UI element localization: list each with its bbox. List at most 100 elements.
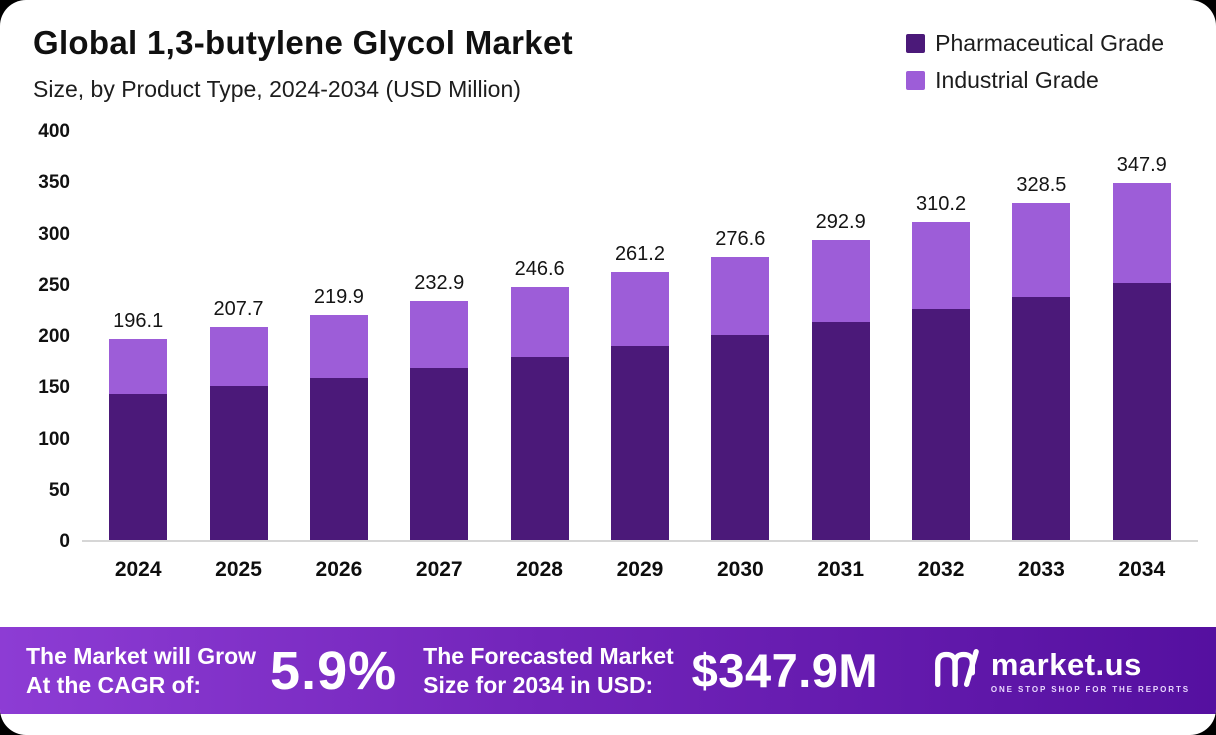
bar-segment-industrial — [510, 287, 569, 358]
bar-total-label: 310.2 — [916, 193, 967, 216]
bar-total-label: 347.9 — [1116, 154, 1167, 177]
bar-total-label: 246.6 — [514, 258, 565, 281]
x-axis-label: 2030 — [716, 558, 764, 581]
cagr-value: 5.9% — [270, 640, 398, 701]
bar-total-label: 276.6 — [715, 227, 766, 250]
cagr-caption: The Market will Grow At the CAGR of: — [26, 642, 256, 700]
x-axis-label: 2024 — [114, 558, 162, 581]
marketus-logo: market.us ONE STOP SHOP FOR THE REPORTS — [931, 646, 1190, 695]
x-axis-label: 2032 — [917, 558, 965, 581]
x-axis-label: 2026 — [315, 558, 363, 581]
bar-stack — [510, 287, 569, 540]
bar-segment-pharmaceutical — [109, 394, 168, 540]
x-axis-label: 2033 — [1018, 558, 1065, 581]
x-axis-label: 2025 — [215, 558, 262, 581]
chart-subtitle: Size, by Product Type, 2024-2034 (USD Mi… — [33, 76, 521, 102]
bar-column: 276.6 — [690, 132, 790, 540]
bar-total-label: 232.9 — [414, 272, 465, 295]
x-axis: 2024 2025 2026 2027 2028 2029 2030 2031 2032 2033… — [82, 558, 1198, 582]
bar-stack — [711, 256, 770, 540]
y-axis-tick-label: 100 — [38, 428, 70, 450]
cagr-banner: The Market will Grow At the CAGR of: 5.9… — [0, 627, 1216, 714]
x-axis-label: 2029 — [616, 558, 664, 581]
bar-total-label: 261.2 — [614, 243, 665, 266]
legend-swatch-pharmaceutical — [906, 34, 926, 53]
bar-column: 232.9 — [389, 132, 489, 540]
cagr-caption-line2: At the CAGR of: — [26, 671, 202, 698]
bar-segment-industrial — [309, 314, 368, 378]
legend-label: Industrial Grade — [935, 67, 1099, 93]
y-axis-tick-label: 250 — [38, 274, 70, 296]
bar-column: 292.9 — [791, 132, 891, 540]
bar-segment-pharmaceutical — [610, 345, 669, 540]
legend-label: Pharmaceutical Grade — [935, 30, 1164, 56]
chart-legend: Pharmaceutical Grade Industrial Grade — [906, 30, 1164, 94]
bar-column: 328.5 — [991, 132, 1091, 540]
bar-column: 219.9 — [289, 132, 389, 540]
x-axis-label: 2027 — [415, 558, 463, 581]
y-axis-tick-label: 0 — [59, 531, 70, 552]
bar-segment-industrial — [711, 256, 770, 335]
bar-stack — [610, 272, 669, 540]
bar-stack — [209, 327, 268, 540]
forecast-caption-line1: The Forecasted Market — [423, 642, 674, 669]
bar-segment-pharmaceutical — [209, 386, 268, 540]
plot-area: 196.1 207.7 219.9 232.9 246.6 261.2 276.6 292.9… — [82, 132, 1198, 542]
bar-segment-industrial — [109, 339, 168, 395]
chart-header: Global 1,3-butylene Glycol Market Size, … — [33, 24, 573, 103]
bar-total-label: 292.9 — [815, 210, 866, 233]
legend-swatch-industrial — [906, 71, 926, 90]
legend-item-industrial: Industrial Grade — [906, 67, 1164, 94]
bar-column: 347.9 — [1092, 132, 1192, 540]
marketus-logo-text: market.us ONE STOP SHOP FOR THE REPORTS — [991, 647, 1190, 694]
bar-segment-pharmaceutical — [309, 377, 368, 540]
bar-column: 196.1 — [88, 132, 188, 540]
legend-item-pharmaceutical: Pharmaceutical Grade — [906, 30, 1164, 57]
x-axis-label: 2034 — [1118, 558, 1166, 581]
bar-segment-industrial — [1112, 183, 1171, 283]
bar-total-label: 196.1 — [113, 310, 164, 333]
cagr-caption-line1: The Market will Grow — [26, 642, 257, 669]
bar-stack — [410, 301, 469, 540]
bar-column: 261.2 — [590, 132, 690, 540]
bar-segment-industrial — [811, 239, 870, 322]
marketus-logo-icon — [931, 646, 981, 695]
x-axis-label: 2031 — [817, 558, 865, 581]
y-axis-tick-label: 50 — [48, 479, 70, 501]
marketus-logo-name: market.us — [990, 647, 1142, 682]
bar-segment-pharmaceutical — [912, 308, 971, 540]
bar-segment-pharmaceutical — [1012, 296, 1071, 540]
x-axis-label: 2028 — [516, 558, 563, 581]
forecast-value: $347.9M — [691, 644, 879, 697]
bar-column: 246.6 — [489, 132, 589, 540]
y-axis-tick-label: 200 — [38, 326, 70, 347]
stacked-bar-chart: 400 350 300 250 200 150 100 50 0 196.1 207.7 219.9… — [18, 121, 1198, 582]
bar-stack — [109, 339, 168, 540]
forecast-caption-line2: Size for 2034 in USD: — [423, 671, 654, 698]
bar-segment-industrial — [410, 301, 469, 368]
bar-segment-industrial — [1012, 203, 1071, 297]
chart-title: Global 1,3-butylene Glycol Market — [33, 24, 573, 61]
y-axis: 400 350 300 250 200 150 100 50 0 — [18, 121, 82, 552]
marketus-logo-tagline: ONE STOP SHOP FOR THE REPORTS — [990, 685, 1190, 694]
bar-segment-pharmaceutical — [410, 367, 469, 540]
bar-stack — [309, 314, 368, 540]
bar-stack — [811, 239, 870, 540]
bar-segment-industrial — [209, 327, 268, 387]
bar-segment-pharmaceutical — [1112, 282, 1171, 540]
forecast-caption: The Forecasted Market Size for 2034 in U… — [423, 642, 674, 700]
bar-column: 207.7 — [188, 132, 288, 540]
bar-segment-pharmaceutical — [711, 334, 770, 540]
bar-segment-industrial — [912, 222, 971, 309]
bar-stack — [1112, 183, 1171, 540]
y-axis-tick-label: 300 — [38, 223, 70, 245]
y-axis-tick-label: 400 — [38, 121, 70, 142]
bar-total-label: 207.7 — [213, 298, 264, 321]
y-axis-tick-label: 150 — [38, 377, 70, 399]
bar-segment-industrial — [610, 272, 669, 346]
bar-stack — [912, 222, 971, 540]
bar-total-label: 219.9 — [313, 285, 364, 308]
y-axis-tick-label: 350 — [38, 172, 70, 194]
